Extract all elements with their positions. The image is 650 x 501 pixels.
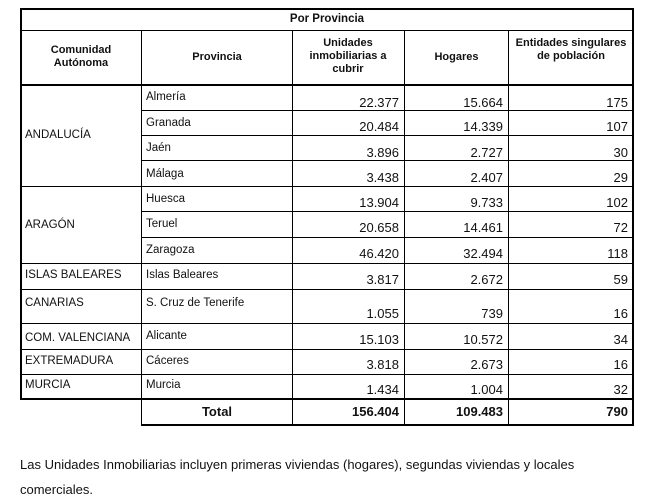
cell-provincia: Huesca [146, 193, 185, 205]
cell-unidades: 3.896 [366, 145, 399, 160]
table-rule [20, 374, 634, 375]
table-rule [141, 110, 634, 111]
community-label: MURCIA [25, 379, 71, 391]
total-entidades: 790 [606, 404, 628, 419]
cell-unidades: 3.438 [366, 170, 399, 185]
cell-hogares: 10.572 [463, 332, 503, 347]
table-caption: Por Provincia [289, 13, 365, 25]
cell-hogares: 2.727 [470, 145, 503, 160]
cell-provincia: Teruel [146, 218, 178, 230]
table-rule [20, 323, 634, 324]
cell-hogares: 2.407 [470, 170, 503, 185]
cell-provincia: Granada [146, 117, 191, 129]
cell-hogares: 739 [481, 306, 503, 321]
table-rule [20, 349, 634, 350]
table-border-top [20, 8, 634, 10]
community-label: EXTREMADURA [25, 355, 114, 367]
header-unidades: Unidades inmobiliarias a cubrir [309, 37, 387, 75]
table-col-rule [508, 30, 509, 426]
cell-provincia: Málaga [146, 168, 184, 180]
total-hogares: 109.483 [456, 404, 503, 419]
cell-hogares: 1.004 [470, 382, 503, 397]
table-rule [141, 211, 634, 212]
header-provincia: Provincia [192, 51, 242, 63]
cell-provincia: Cáceres [146, 355, 189, 367]
cell-unidades: 3.818 [366, 357, 399, 372]
cell-unidades: 20.658 [359, 220, 399, 235]
table-rule [141, 160, 634, 161]
cell-unidades: 20.484 [359, 119, 399, 134]
table-rule [20, 186, 634, 187]
cell-hogares: 15.664 [463, 95, 503, 110]
table-rule [141, 135, 634, 136]
table-rule [20, 84, 634, 86]
footnote-line-2: comerciales. [20, 482, 93, 497]
community-label: COM. VALENCIANA [25, 332, 131, 344]
cell-entidades: 32 [613, 382, 628, 397]
cell-entidades: 59 [613, 272, 628, 287]
cell-unidades: 22.377 [359, 95, 399, 110]
cell-entidades: 107 [606, 119, 628, 134]
cell-hogares: 32.494 [463, 246, 503, 261]
cell-provincia: Islas Baleares [146, 269, 219, 281]
cell-provincia: Zaragoza [146, 244, 195, 256]
cell-provincia: Murcia [146, 379, 181, 391]
cell-unidades: 3.817 [366, 272, 399, 287]
total-label: Total [201, 404, 233, 419]
cell-hogares: 14.339 [463, 119, 503, 134]
cell-entidades: 102 [606, 195, 628, 210]
table-border-right [632, 8, 634, 426]
table-border-bottom [141, 424, 634, 426]
cell-unidades: 1.055 [366, 306, 399, 321]
cell-provincia: S. Cruz de Tenerife [146, 297, 245, 309]
community-label: ANDALUCÍA [25, 129, 91, 141]
cell-entidades: 16 [613, 306, 628, 321]
cell-hogares: 2.672 [470, 272, 503, 287]
table-rule [20, 263, 634, 264]
cell-entidades: 118 [607, 246, 628, 261]
cell-hogares: 9.733 [470, 195, 503, 210]
cell-hogares: 14.461 [463, 220, 503, 235]
table-border-left [20, 8, 22, 400]
table-rule [20, 398, 634, 400]
cell-unidades: 13.904 [359, 195, 399, 210]
cell-unidades: 46.420 [359, 246, 399, 261]
cell-entidades: 72 [613, 220, 628, 235]
table-rule [20, 30, 634, 31]
cell-provincia: Jaén [146, 142, 171, 154]
cell-entidades: 34 [613, 332, 628, 347]
table-col-rule [404, 30, 405, 426]
cell-unidades: 15.103 [359, 332, 399, 347]
footnote-line-1: Las Unidades Inmobiliarias incluyen prim… [20, 457, 575, 472]
community-label: ARAGÓN [25, 219, 75, 231]
community-label: CANARIAS [25, 297, 84, 309]
table-rule [20, 289, 634, 290]
cell-unidades: 1.434 [366, 382, 399, 397]
total-unidades: 156.404 [352, 404, 399, 419]
cell-hogares: 2.673 [470, 357, 503, 372]
table-col-rule [141, 30, 142, 426]
cell-entidades: 175 [606, 95, 628, 110]
table-rule [141, 237, 634, 238]
cell-provincia: Alicante [146, 330, 187, 342]
community-label: ISLAS BALEARES [25, 269, 122, 281]
table-col-rule [292, 30, 293, 426]
header-hogares: Hogares [434, 51, 479, 63]
cell-entidades: 16 [613, 357, 628, 372]
cell-entidades: 29 [613, 170, 628, 185]
header-entidades: Entidades singulares de población [515, 37, 627, 62]
cell-entidades: 30 [613, 145, 628, 160]
header-comunidad: Comunidad Autónoma [50, 44, 112, 69]
cell-provincia: Almería [146, 91, 186, 103]
